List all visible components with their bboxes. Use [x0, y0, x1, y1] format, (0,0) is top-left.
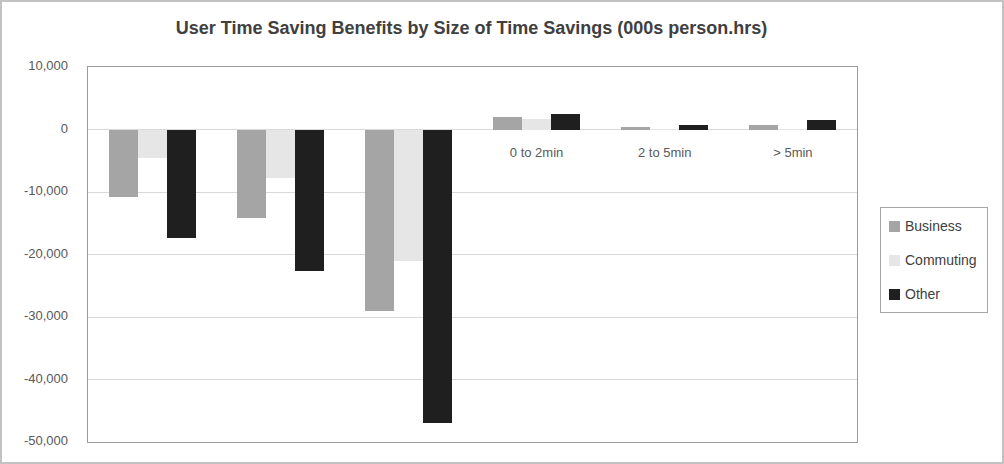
legend-item-business: Business	[889, 218, 979, 234]
bar-other-6	[807, 120, 836, 129]
y-tick-label: -30,000	[2, 308, 68, 323]
legend-item-other: Other	[889, 286, 979, 302]
business-swatch-icon	[889, 221, 900, 232]
bar-other-2	[295, 130, 324, 271]
y-axis: 10,000 0 -10,000 -20,000 -30,000 -40,000 -50,0…	[2, 2, 72, 464]
bar-other-5	[679, 125, 708, 129]
bar-business-3	[365, 130, 394, 311]
gridline	[88, 379, 857, 380]
bar-other-4	[551, 114, 580, 130]
bar-commuting-2	[266, 130, 295, 178]
bar-business-1	[109, 130, 138, 198]
x-category-label: 2 to 5min	[605, 145, 725, 160]
other-swatch-icon	[889, 289, 900, 300]
bar-commuting-3	[394, 130, 423, 261]
legend-label: Business	[905, 218, 962, 234]
bar-commuting-1	[138, 130, 167, 158]
bar-other-3	[423, 130, 452, 423]
bar-business-6	[749, 125, 778, 130]
plot-area: < -5min-5 to -2min-2 to 0min0 to 2min2 t…	[87, 66, 858, 443]
zero-axis-line	[88, 129, 857, 130]
gridline	[88, 254, 857, 255]
bar-business-4	[493, 117, 522, 130]
commuting-swatch-icon	[889, 255, 900, 266]
bar-business-5	[621, 127, 650, 130]
x-category-label: > 5min	[733, 145, 853, 160]
x-category-label: 0 to 2min	[477, 145, 597, 160]
y-tick-label: -40,000	[2, 371, 68, 386]
bar-other-1	[167, 130, 196, 238]
y-tick-label: 0	[2, 121, 68, 136]
y-tick-label: -50,000	[2, 433, 68, 448]
bar-business-2	[237, 130, 266, 218]
bar-commuting-6	[778, 129, 807, 130]
legend-label: Commuting	[905, 252, 977, 268]
gridline	[88, 317, 857, 318]
y-tick-label: -10,000	[2, 183, 68, 198]
legend-label: Other	[905, 286, 940, 302]
y-tick-label: 10,000	[2, 58, 68, 73]
bar-commuting-5	[650, 129, 679, 130]
bar-commuting-4	[522, 119, 551, 130]
gridline	[88, 192, 857, 193]
chart-title: User Time Saving Benefits by Size of Tim…	[87, 18, 856, 39]
chart-window: User Time Saving Benefits by Size of Tim…	[0, 0, 1004, 464]
legend-item-commuting: Commuting	[889, 252, 979, 268]
y-tick-label: -20,000	[2, 246, 68, 261]
legend: Business Commuting Other	[880, 207, 988, 313]
